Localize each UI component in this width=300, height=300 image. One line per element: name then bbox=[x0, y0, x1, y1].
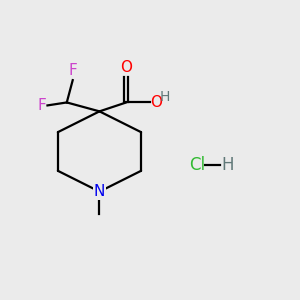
Text: O: O bbox=[120, 60, 132, 75]
Text: F: F bbox=[37, 98, 46, 113]
Text: H: H bbox=[221, 156, 234, 174]
Text: H: H bbox=[160, 90, 170, 104]
Text: Cl: Cl bbox=[189, 156, 205, 174]
Text: O: O bbox=[150, 95, 162, 110]
Text: F: F bbox=[68, 63, 77, 78]
Text: N: N bbox=[94, 184, 105, 199]
